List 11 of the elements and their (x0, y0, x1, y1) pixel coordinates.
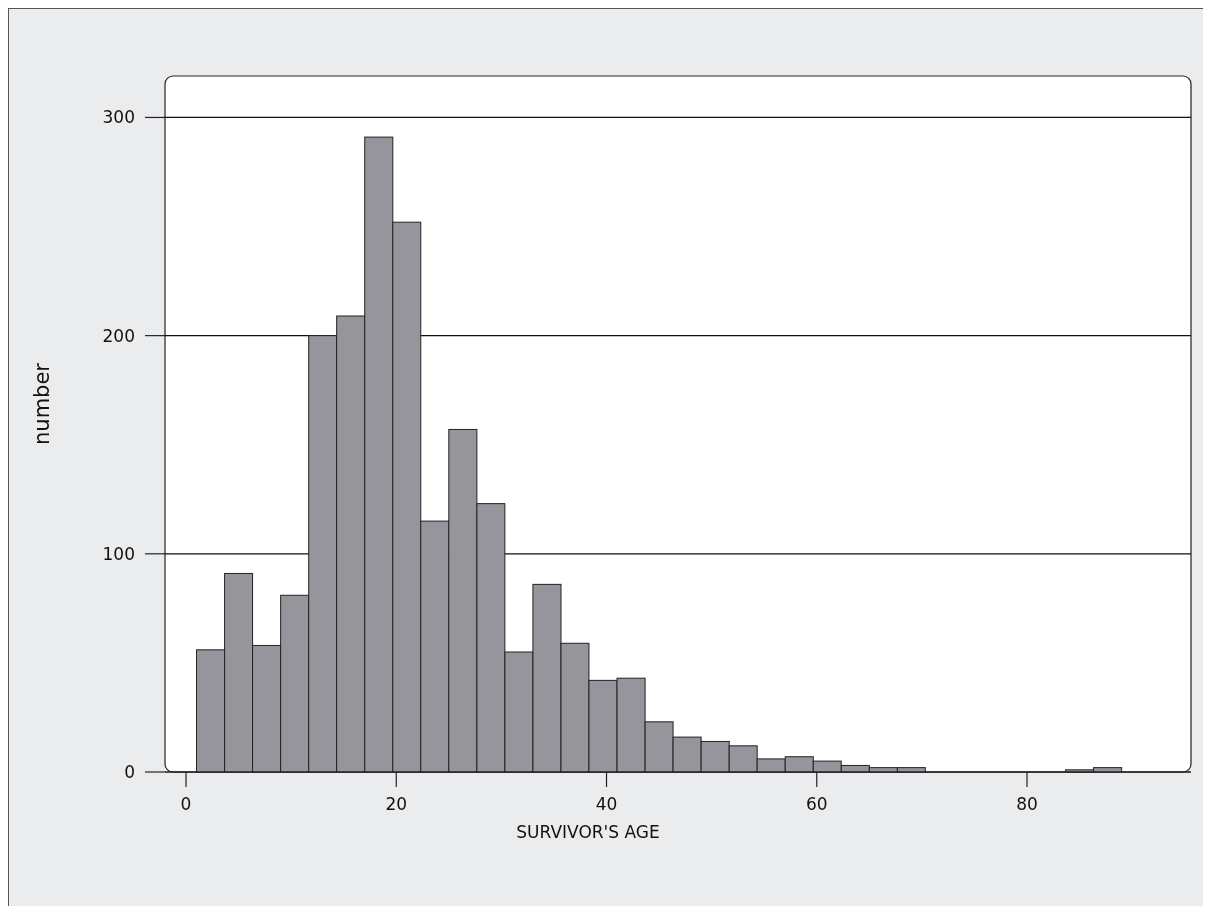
y-tick-label: 100 (102, 543, 135, 564)
y-axis-title: number (30, 362, 54, 445)
x-tick-label: 40 (595, 794, 618, 814)
x-tick-label: 60 (805, 794, 828, 814)
y-tick-label: 200 (102, 325, 135, 346)
x-tick-label: 20 (385, 794, 408, 814)
y-tick-label: 0 (124, 761, 135, 782)
x-tick-label: 80 (1016, 794, 1038, 814)
y-tick-label: 300 (102, 107, 135, 128)
x-tick-label: 0 (180, 794, 192, 814)
x-axis-title: SURVIVOR'S AGE (516, 822, 660, 842)
